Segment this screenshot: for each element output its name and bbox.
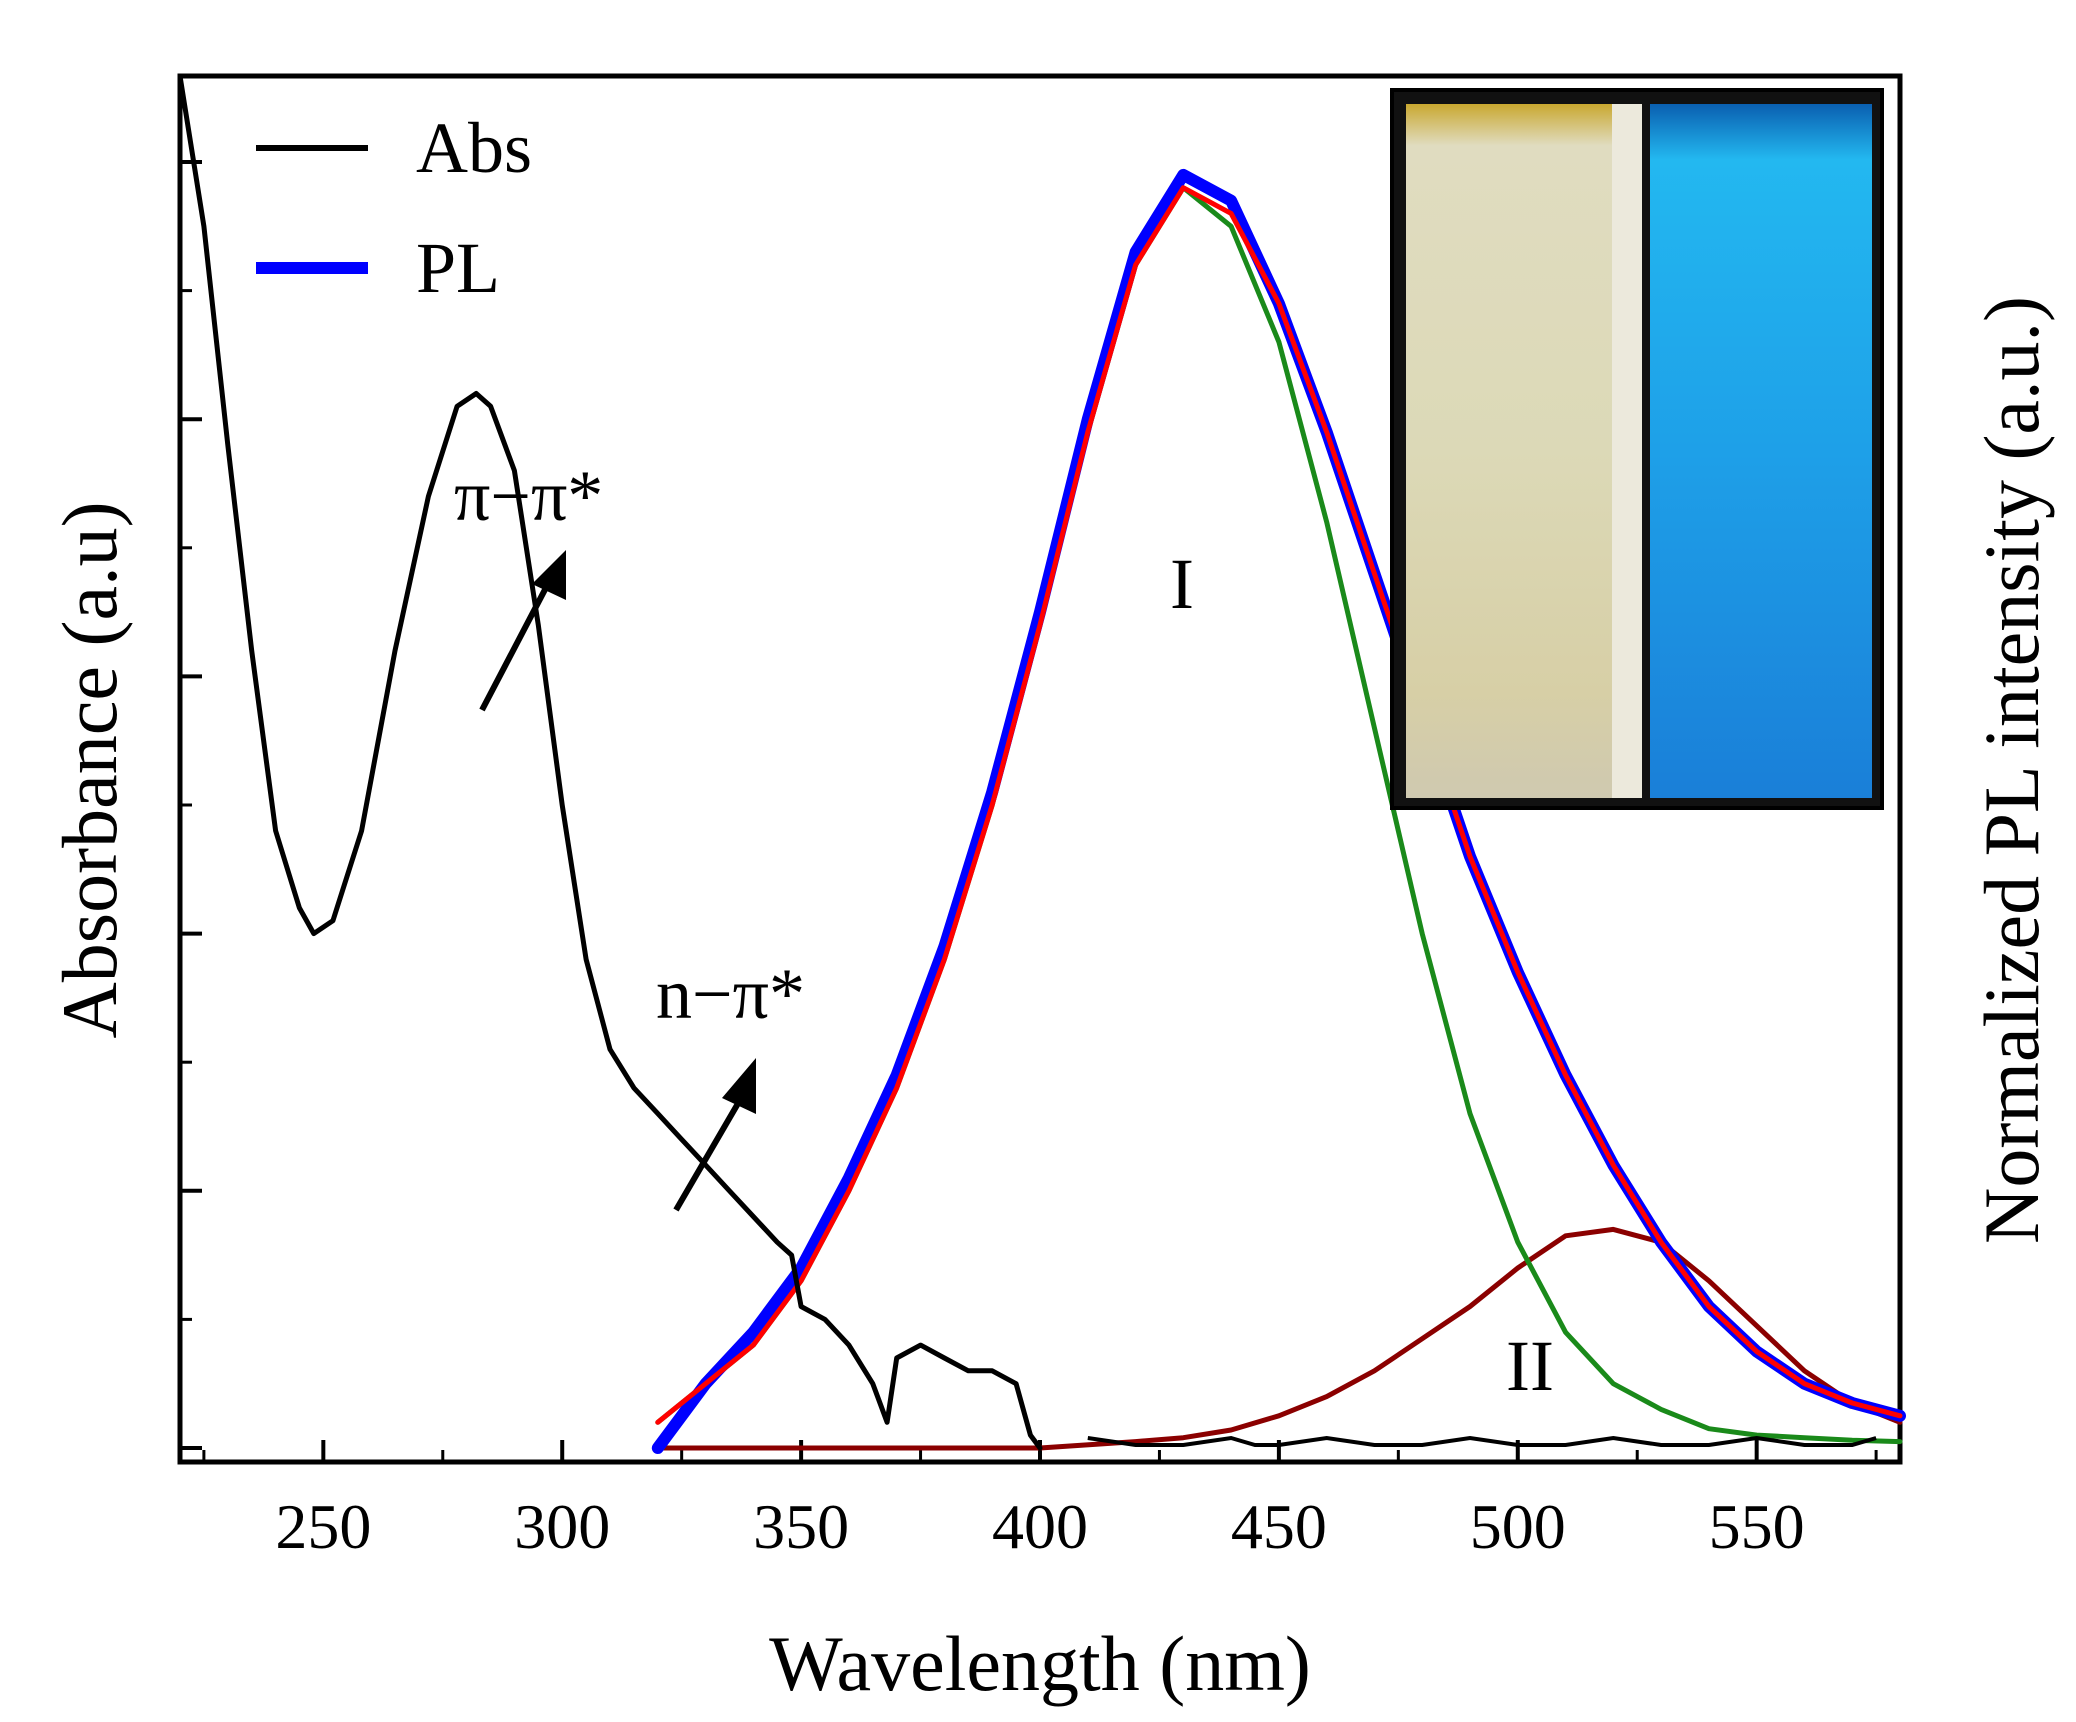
x-tick-label-500: 500 [1470,1491,1566,1562]
x-axis-ticks: 250 300 350 400 450 500 550 [202,1440,1878,1562]
legend-label-abs: Abs [416,108,532,188]
x-tick-label-350: 350 [753,1491,849,1562]
legend-label-pl: PL [416,228,500,308]
series-line-abs-baseline [1087,1435,1877,1447]
pi-pi-arrow [479,550,566,712]
inset-cuvette-daylight [1406,104,1640,798]
x-tick-label-400: 400 [992,1491,1088,1562]
x-axis-title: Wavelength (nm) [769,1620,1311,1707]
annotation-peak-ii: II [1506,1326,1554,1406]
x-tick-label-250: 250 [275,1491,371,1562]
inset-photo [1390,88,1884,810]
series-line-peak-ii [655,1226,1903,1451]
x-tick-label-300: 300 [514,1491,610,1562]
series-layer [177,73,1906,1454]
annotation-peak-i: I [1170,544,1194,624]
x-tick-label-450: 450 [1231,1491,1327,1562]
annotation-n-pi: n−π* [656,954,805,1034]
legend: Abs PL [256,108,532,308]
series-line-abs [177,73,1043,1451]
y-axis-title-left: Absorbance (a.u) [46,501,133,1038]
y-axis-title-right: Normalized PL intensity (a.u.) [1968,296,2055,1244]
inset-cuvette-uv [1650,104,1872,798]
n-pi-arrow [673,1058,756,1212]
annotation-pi-pi: π−π* [454,456,603,536]
series-line-fit [655,185,1903,1425]
y-axis-ticks [180,160,202,1450]
x-tick-label-550: 550 [1709,1491,1805,1562]
